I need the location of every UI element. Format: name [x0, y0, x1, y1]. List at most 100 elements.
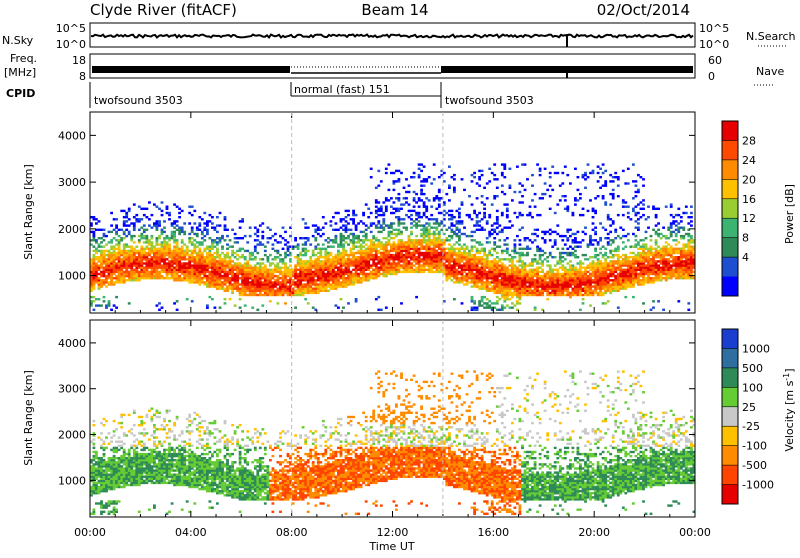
heatmap-cell	[587, 275, 590, 277]
heatmap-cell	[564, 258, 567, 260]
heatmap-cell	[448, 199, 451, 201]
heatmap-cell	[473, 246, 476, 248]
heatmap-cell	[274, 258, 277, 260]
heatmap-cell	[140, 277, 143, 279]
heatmap-cell	[617, 254, 620, 256]
heatmap-cell	[566, 254, 569, 256]
heatmap-cell	[516, 279, 519, 281]
heatmap-cell	[95, 273, 98, 275]
heatmap-cell	[561, 290, 564, 292]
heatmap-cell	[198, 260, 201, 262]
heatmap-cell	[451, 279, 454, 281]
heatmap-cell	[135, 246, 138, 248]
heatmap-cell	[456, 258, 459, 260]
heatmap-cell	[463, 279, 466, 281]
heatmap-cell	[198, 283, 201, 285]
heatmap-cell	[451, 222, 454, 224]
heatmap-cell	[609, 267, 612, 269]
heatmap-cell	[604, 248, 607, 250]
heatmap-cell	[332, 246, 335, 248]
heatmap-cell	[209, 254, 212, 256]
heatmap-cell	[203, 275, 206, 277]
heatmap-cell	[423, 178, 426, 180]
heatmap-cell	[481, 304, 484, 306]
heatmap-cell	[314, 254, 317, 256]
heatmap-cell	[622, 288, 625, 290]
heatmap-cell	[120, 239, 123, 241]
heatmap-cell	[405, 260, 408, 262]
heatmap-cell	[307, 292, 310, 294]
heatmap-cell	[506, 227, 509, 229]
heatmap-cell	[425, 262, 428, 264]
heatmap-cell	[115, 239, 118, 241]
heatmap-cell	[249, 227, 252, 229]
heatmap-cell	[506, 275, 509, 277]
heatmap-cell	[524, 237, 527, 239]
heatmap-cell	[390, 246, 393, 248]
heatmap-cell	[256, 288, 259, 290]
heatmap-cell	[342, 248, 345, 250]
heatmap-cell	[312, 281, 315, 283]
heatmap-cell	[617, 195, 620, 197]
heatmap-cell	[158, 222, 161, 224]
heatmap-cell	[463, 227, 466, 229]
heatmap-cell	[191, 250, 194, 252]
heatmap-cell	[309, 292, 312, 294]
heatmap-cell	[488, 300, 491, 302]
heatmap-cell	[468, 195, 471, 197]
heatmap-cell	[398, 208, 401, 210]
heatmap-cell	[418, 248, 421, 250]
heatmap-cell	[496, 227, 499, 229]
heatmap-cell	[380, 246, 383, 248]
heatmap-cell	[219, 288, 222, 290]
heatmap-cell	[511, 288, 514, 290]
heatmap-cell	[156, 271, 159, 273]
heatmap-cell	[458, 262, 461, 264]
heatmap-cell	[632, 246, 635, 248]
heatmap-cell	[438, 206, 441, 208]
heatmap-cell	[178, 262, 181, 264]
heatmap-cell	[337, 252, 340, 254]
heatmap-cell	[418, 220, 421, 222]
heatmap-cell	[236, 288, 239, 290]
heatmap-cell	[632, 210, 635, 212]
heatmap-cell	[148, 243, 151, 245]
heatmap-cell	[584, 292, 587, 294]
heatmap-cell	[423, 193, 426, 195]
heatmap-cell	[314, 231, 317, 233]
heatmap-cell	[166, 258, 169, 260]
heatmap-cell	[564, 294, 567, 296]
heatmap-cell	[491, 262, 494, 264]
heatmap-cell	[400, 260, 403, 262]
heatmap-cell	[191, 281, 194, 283]
heatmap-cell	[524, 264, 527, 266]
heatmap-cell	[503, 279, 506, 281]
heatmap-cell	[226, 271, 229, 273]
heatmap-cell	[481, 279, 484, 281]
heatmap-cell	[430, 243, 433, 245]
heatmap-cell	[516, 267, 519, 269]
heatmap-cell	[244, 264, 247, 266]
heatmap-cell	[330, 264, 333, 266]
heatmap-cell	[105, 279, 108, 281]
heatmap-cell	[579, 288, 582, 290]
heatmap-cell	[549, 239, 552, 241]
heatmap-cell	[335, 275, 338, 277]
heatmap-cell	[428, 229, 431, 231]
heatmap-cell	[304, 275, 307, 277]
heatmap-cell	[251, 273, 254, 275]
heatmap-cell	[143, 231, 146, 233]
heatmap-cell	[173, 237, 176, 239]
heatmap-cell	[319, 271, 322, 273]
heatmap-cell	[309, 277, 312, 279]
heatmap-cell	[488, 231, 491, 233]
heatmap-cell	[453, 262, 456, 264]
heatmap-cell	[216, 285, 219, 287]
heatmap-cell	[214, 307, 217, 309]
heatmap-cell	[503, 300, 506, 302]
heatmap-cell	[367, 258, 370, 260]
heatmap-cell	[624, 288, 627, 290]
heatmap-cell	[198, 275, 201, 277]
heatmap-cell	[249, 288, 252, 290]
heatmap-cell	[393, 237, 396, 239]
